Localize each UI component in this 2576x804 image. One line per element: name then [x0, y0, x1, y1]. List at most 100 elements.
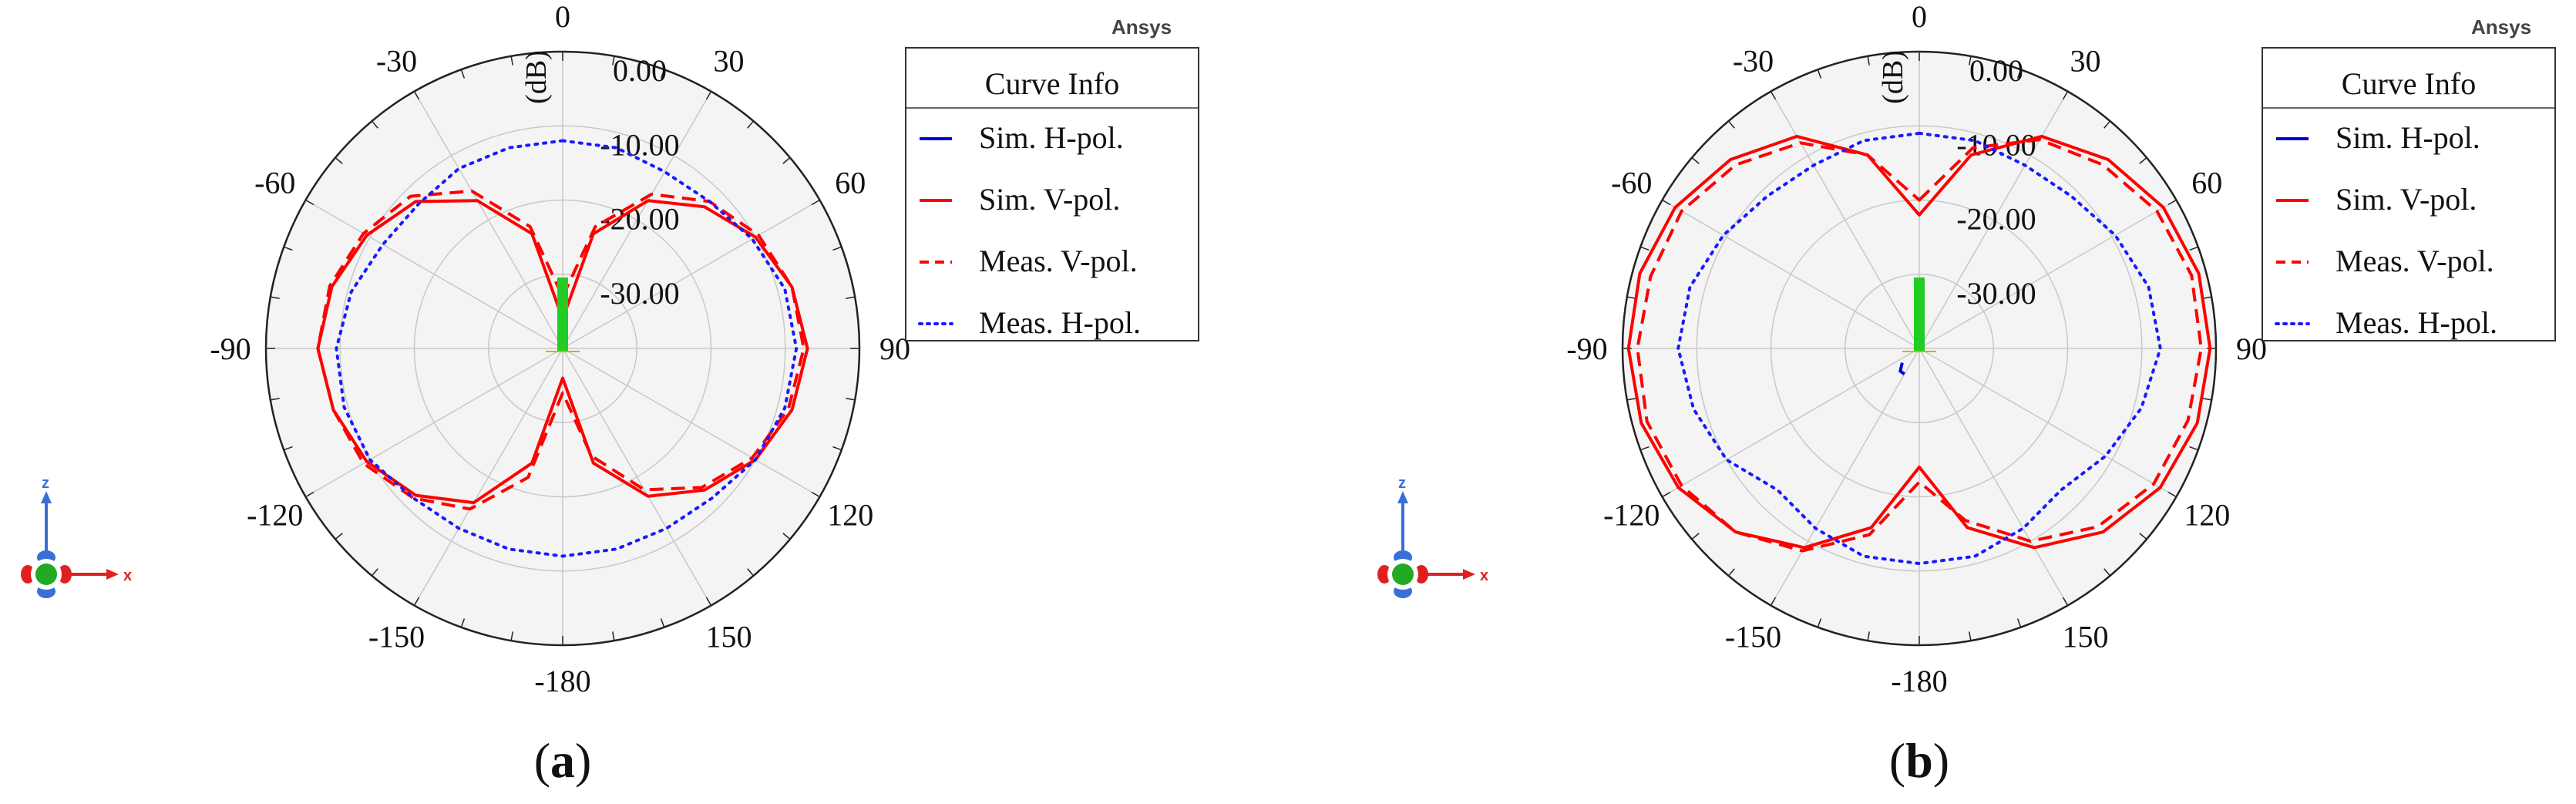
data-curves: [1626, 131, 2212, 566]
angle-tick-mark: [1727, 120, 1735, 129]
angle-tick-mark: [371, 120, 378, 129]
radial-tick-label: -20.00: [1956, 202, 2036, 237]
angle-tick-mark: [510, 631, 513, 641]
series-sim-v-pol: [316, 199, 809, 505]
legend-entry: Meas. H-pol.: [979, 305, 1141, 340]
angle-tick-label: -180: [534, 664, 590, 698]
z-axis-label: z: [1398, 475, 1406, 492]
grid-spoke: [1919, 348, 2177, 498]
legend-entry: Meas. V-pol.: [979, 244, 1138, 278]
angle-tick-label: -150: [1725, 619, 1781, 654]
angle-tick-mark: [1770, 91, 1777, 100]
angle-tick-mark: [811, 199, 820, 206]
grid-spoke: [1662, 199, 1920, 349]
angle-tick-mark: [832, 446, 842, 451]
angle-tick-label: 60: [835, 166, 866, 200]
angle-tick-mark: [660, 618, 665, 628]
x-axis-label: x: [123, 567, 132, 584]
angle-tick-mark: [283, 246, 293, 251]
angle-tick-mark: [2189, 446, 2199, 451]
angle-tick-label: 60: [2191, 166, 2222, 200]
legend-box: [905, 47, 1199, 341]
angle-tick-mark: [1867, 56, 1870, 66]
angle-tick-label: -60: [254, 166, 295, 200]
series-sim-v-pol: [1626, 134, 2212, 550]
angle-tick-label: 0: [555, 0, 570, 34]
angle-tick-mark: [2062, 91, 2069, 100]
angle-tick-mark: [305, 491, 314, 498]
angle-tick-mark: [612, 631, 615, 641]
radial-tick-label: -10.00: [600, 127, 679, 162]
angle-tick-mark: [460, 618, 466, 628]
angle-tick-mark: [1639, 246, 1650, 251]
angle-tick-mark: [1770, 597, 1777, 606]
z-axis-label: z: [42, 475, 49, 492]
caption-b: (b): [1889, 733, 1949, 788]
series-sim-h-pol: [1898, 362, 1905, 375]
angle-tick-mark: [846, 398, 856, 401]
angle-tick-label: -30: [1733, 44, 1774, 79]
angle-tick-label: 30: [2070, 44, 2101, 79]
angle-tick-mark: [705, 597, 712, 606]
angle-tick-mark: [2167, 491, 2177, 498]
angle-tick-label: 120: [827, 498, 873, 533]
angle-tick-label: -30: [376, 44, 417, 79]
grid-spoke: [1919, 199, 2177, 349]
angle-tick-mark: [612, 56, 615, 66]
angle-tick-mark: [2062, 597, 2069, 606]
angle-tick-mark: [1969, 631, 1972, 641]
legend-entry: Meas. V-pol.: [2336, 244, 2494, 278]
grid-spoke: [1919, 348, 2069, 606]
angle-tick-label: -150: [368, 619, 425, 654]
angle-tick-label: -90: [210, 331, 251, 366]
series-meas-v-pol: [316, 189, 805, 511]
angle-tick-mark: [747, 120, 755, 129]
angle-tick-mark: [413, 91, 420, 100]
angle-tick-label: -120: [247, 498, 303, 533]
angle-tick-mark: [2104, 568, 2111, 577]
angle-tick-mark: [270, 398, 280, 401]
legend-b: Curve Info Sim. H-pol. Sim. V-pol. Meas. V…: [2262, 47, 2556, 341]
legend-title: Curve Info: [2342, 66, 2476, 101]
angle-tick-mark: [1691, 156, 1700, 164]
angle-tick-mark: [270, 296, 280, 299]
angle-tick-mark: [747, 568, 755, 577]
angle-tick-mark: [811, 491, 820, 498]
radial-tick-label: 0.00: [613, 53, 667, 88]
legend-box: [2262, 47, 2556, 341]
grid-spoke: [1919, 91, 2069, 349]
radial-tick-label: -30.00: [600, 276, 679, 311]
grid-spoke: [413, 348, 563, 606]
angle-tick-mark: [335, 533, 343, 540]
legend-entry: Meas. H-pol.: [2336, 305, 2497, 340]
angle-tick-label: 120: [2184, 498, 2230, 533]
angle-tick-label: -120: [1603, 498, 1660, 533]
unit-label-a: (dB): [520, 50, 553, 104]
grid-spoke: [562, 199, 820, 349]
radial-tick-label: 0.00: [1969, 53, 2023, 88]
series-meas-h-pol: [335, 139, 799, 558]
feed-marker: [546, 278, 580, 352]
angle-tick-mark: [1969, 56, 1972, 66]
legend-entry: Sim. H-pol.: [979, 120, 1124, 155]
angle-tick-mark: [1817, 69, 1822, 79]
grid-spoke: [1770, 91, 1920, 349]
angle-tick-mark: [510, 56, 513, 66]
angle-tick-mark: [371, 568, 378, 577]
angle-tick-mark: [1817, 618, 1822, 628]
angle-tick-mark: [413, 597, 420, 606]
grid-spoke: [305, 348, 563, 498]
grid-spoke: [413, 91, 563, 349]
angle-tick-mark: [1626, 398, 1636, 401]
legend-a: Curve Info Sim. H-pol. Sim. V-pol. Meas. V…: [905, 47, 1199, 341]
angle-tick-label: -90: [1566, 331, 1607, 366]
angle-tick-mark: [660, 69, 665, 79]
angle-tick-mark: [2016, 618, 2022, 628]
feed-stub: [557, 278, 568, 352]
x-axis-label: x: [1480, 567, 1488, 584]
